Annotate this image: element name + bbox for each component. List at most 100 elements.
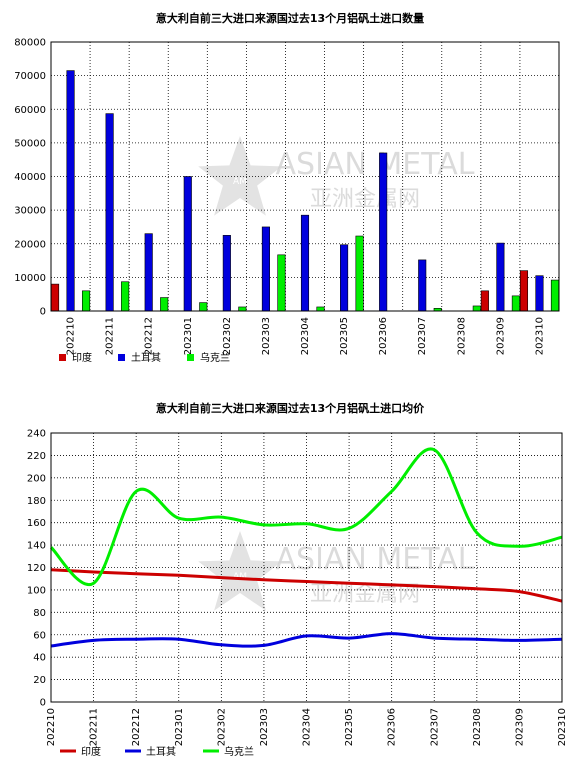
x-tick-label: 202304 (300, 317, 311, 355)
x-tick-label: 202211 (105, 317, 116, 355)
bar (160, 297, 169, 312)
legend-label-india: 印度 (81, 745, 101, 758)
y-tick-label: 0 (40, 698, 46, 709)
x-tick-label: 202303 (261, 317, 272, 355)
bar (379, 152, 388, 312)
legend-label-ukraine: 乌克兰 (200, 351, 230, 364)
bar (316, 306, 325, 312)
y-tick-label: 220 (27, 451, 46, 462)
watermark-name-cn: 亚洲金属网 (310, 187, 420, 212)
bar (183, 176, 192, 312)
legend-swatch-ukraine (187, 354, 194, 361)
legend: 印度 土耳其 乌克兰 (60, 745, 254, 758)
x-tick-label: 202306 (378, 317, 389, 355)
y-tick-label: 200 (27, 473, 46, 484)
y-tick-label: 80 (33, 608, 46, 619)
watermark-star-icon (198, 531, 282, 611)
bars (50, 70, 560, 312)
bar (535, 275, 544, 312)
bar (66, 70, 75, 312)
y-axis: 0 10000 20000 30000 40000 50000 60000 70000 8000… (14, 38, 46, 318)
x-tick-label: 202210 (66, 317, 77, 355)
x-tick-label: 202210 (46, 708, 57, 746)
y-tick-label: 60 (33, 630, 46, 641)
y-tick-label: 20 (33, 675, 46, 686)
y-tick-label: 0 (40, 307, 46, 318)
y-tick-label: 160 (27, 518, 46, 529)
y-tick-label: 180 (27, 496, 46, 507)
x-tick-label: 202308 (472, 708, 483, 746)
bar (496, 242, 505, 312)
y-tick-label: 240 (27, 429, 46, 440)
x-tick-label: 202305 (339, 317, 350, 355)
lines (49, 447, 563, 648)
y-tick-label: 40 (33, 653, 46, 664)
line-chart-price: 意大利自前三大进口来源国过去13个月铝矾土进口均价 AM ASIAN METAL亚… (27, 401, 568, 758)
y-tick-label: 60000 (14, 105, 46, 116)
plot-frame (50, 432, 563, 703)
bar (277, 254, 286, 312)
grid (51, 433, 562, 702)
series-line (50, 568, 563, 603)
series-line (50, 632, 563, 648)
y-axis: 0 20 40 60 80 100 120 140 160 180 200 220 240 (27, 429, 46, 709)
x-axis: 202210 202211 202212 202301 202302 202303 2023… (66, 317, 546, 355)
y-tick-label: 120 (27, 563, 46, 574)
x-tick-label: 202306 (387, 708, 398, 746)
bar (511, 295, 520, 312)
bar (418, 259, 427, 312)
bar (238, 306, 247, 312)
legend-swatch-turkey (118, 354, 125, 361)
plot-frame (50, 41, 560, 312)
x-tick-label: 202303 (259, 708, 270, 746)
bar (355, 235, 364, 312)
x-tick-label: 202211 (89, 708, 100, 746)
bar (121, 281, 130, 312)
legend-label-turkey: 土耳其 (146, 745, 176, 758)
bar (199, 302, 208, 312)
legend-swatch-india (59, 354, 66, 361)
y-tick-label: 10000 (14, 273, 46, 284)
bar (222, 235, 231, 312)
x-tick-label: 202304 (302, 708, 313, 746)
x-tick-label: 202310 (534, 317, 545, 355)
watermark-logo: AM (233, 177, 247, 187)
series-line (49, 447, 563, 587)
y-tick-label: 100 (27, 585, 46, 596)
grid (51, 42, 559, 311)
watermark-logo: AM (233, 572, 247, 582)
x-tick-label: 202307 (429, 708, 440, 746)
legend-label-ukraine: 乌克兰 (224, 745, 254, 758)
watermark-name: ASIAN METAL (276, 542, 475, 577)
bar (480, 290, 489, 312)
x-tick-label: 202301 (174, 708, 185, 746)
legend-label-turkey: 土耳其 (131, 351, 161, 364)
bar-chart-quantity: 意大利自前三大进口来源国过去13个月铝矾土进口数量 AM ASIAN METAL亚… (14, 11, 560, 364)
bar (519, 270, 529, 312)
x-tick-label: 202212 (131, 708, 142, 746)
y-tick-label: 50000 (14, 138, 46, 149)
bar (81, 290, 91, 312)
bar (105, 113, 114, 312)
x-tick-label: 202305 (344, 708, 355, 746)
bar (340, 244, 349, 312)
x-tick-label: 202310 (557, 708, 568, 746)
x-tick-label: 202309 (495, 317, 506, 355)
watermark-star-icon (198, 136, 282, 216)
x-axis: 202210 202211 202212 202301 202302 202303 2023… (46, 708, 568, 746)
x-tick-label: 202302 (216, 708, 227, 746)
bar (472, 305, 481, 312)
x-tick-label: 202212 (144, 317, 155, 355)
y-tick-label: 80000 (14, 38, 46, 49)
y-tick-label: 70000 (14, 71, 46, 82)
chart-title: 意大利自前三大进口来源国过去13个月铝矾土进口均价 (156, 401, 425, 415)
bar (300, 214, 310, 312)
y-tick-label: 40000 (14, 172, 46, 183)
bar (550, 279, 560, 312)
legend-label-india: 印度 (72, 351, 92, 364)
x-tick-label: 202309 (514, 708, 525, 746)
bar (50, 283, 60, 312)
